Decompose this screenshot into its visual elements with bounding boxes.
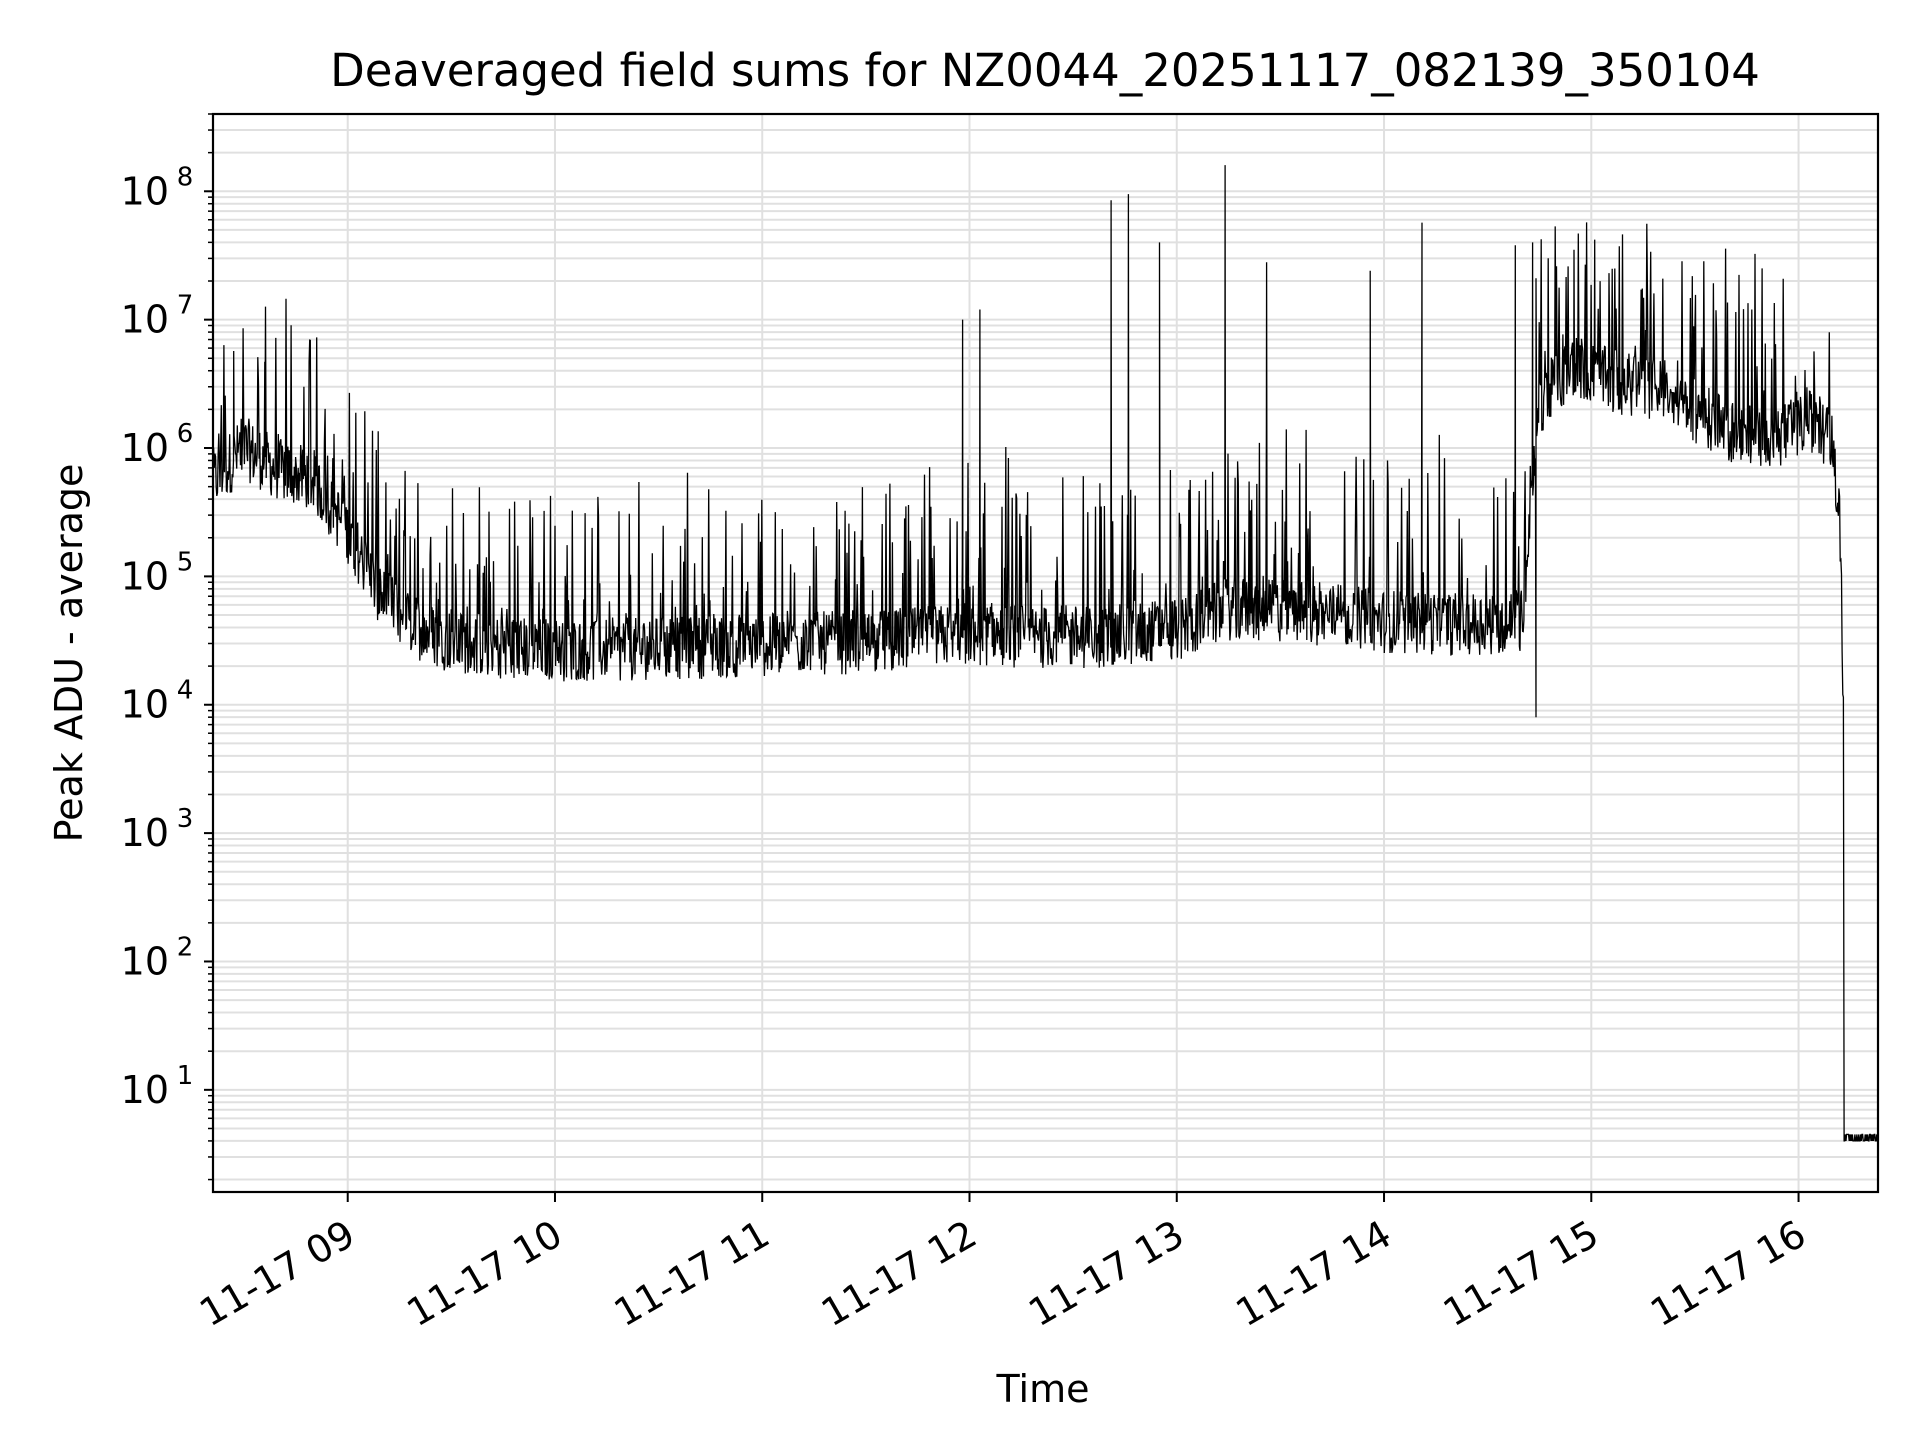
series-line xyxy=(212,165,1879,1142)
y-axis-ticks: 10 1 10 2 10 3 10 4 10 5 10 6 10 7 10 8 xyxy=(121,113,213,1181)
x-axis-label: Time xyxy=(996,1367,1090,1411)
y-tick-base: 10 xyxy=(121,1068,169,1112)
y-tick-base: 10 xyxy=(121,554,169,598)
y-tick-exponent: 6 xyxy=(177,419,194,449)
y-tick-exponent: 3 xyxy=(177,804,194,834)
y-tick-exponent: 7 xyxy=(177,291,194,321)
y-tick-exponent: 4 xyxy=(177,676,194,706)
plot-frame xyxy=(211,112,1880,1194)
y-tick-exponent: 5 xyxy=(177,547,194,577)
y-tick-label: 10 xyxy=(121,939,169,983)
y-tick-base: 10 xyxy=(121,811,169,855)
y-tick-base: 10 xyxy=(121,298,169,342)
y-tick-base: 10 xyxy=(121,939,169,983)
y-tick-base: 10 xyxy=(121,169,169,213)
chart-title: Deaveraged field sums for NZ0044_2025111… xyxy=(330,44,1760,97)
y-tick-label: 10 xyxy=(121,1068,169,1112)
y-tick-exponent: 1 xyxy=(177,1061,194,1091)
y-tick-label: 10 xyxy=(121,683,169,727)
y-tick-base: 10 xyxy=(121,426,169,470)
y-tick-label: 10 xyxy=(121,554,169,598)
y-tick-exponent: 8 xyxy=(177,162,194,192)
y-tick-label: 10 xyxy=(121,298,169,342)
y-tick-label: 10 xyxy=(121,811,169,855)
y-axis-label: Peak ADU - average xyxy=(47,464,91,843)
series-group xyxy=(212,165,1879,1142)
y-tick-label: 10 xyxy=(121,169,169,213)
y-tick-label: 10 xyxy=(121,426,169,470)
y-tick-exponent: 2 xyxy=(177,932,194,962)
y-tick-base: 10 xyxy=(121,683,169,727)
